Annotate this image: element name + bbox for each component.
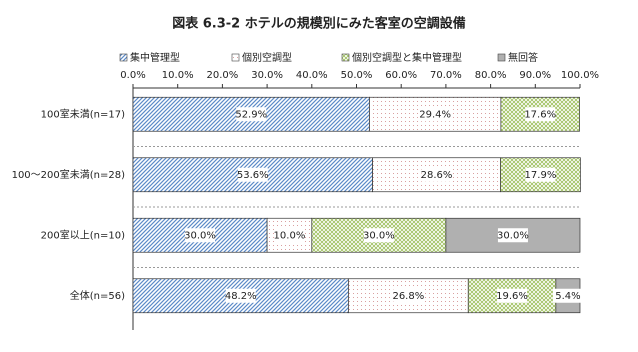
x-tick-label: 10.0% <box>162 70 194 81</box>
label-bg <box>185 228 216 243</box>
x-tick-label: 90.0% <box>519 70 551 81</box>
legend-label: 個別空調型と集中管理型 <box>352 51 462 64</box>
label-bg <box>236 107 267 122</box>
data-label: 17.6% <box>524 109 556 120</box>
chart-title: 図表 6.3-2 ホテルの規模別にみた客室の空調設備 <box>172 16 466 32</box>
data-label: 28.6% <box>421 170 453 181</box>
label-bg <box>525 107 556 122</box>
legend-swatch <box>341 53 350 62</box>
data-label: 53.6% <box>237 170 269 181</box>
x-tick-label: 0.0% <box>120 70 145 81</box>
label-bg <box>237 167 268 182</box>
data-label: 29.4% <box>419 109 451 120</box>
data-label: 10.0% <box>274 230 306 241</box>
legend-label: 集中管理型 <box>130 51 180 64</box>
label-bg <box>497 228 528 243</box>
y-tick-label: 100室未満(n=17) <box>41 107 125 120</box>
data-label: 26.8% <box>392 291 424 302</box>
data-label: 30.0% <box>363 230 395 241</box>
label-bg <box>420 107 451 122</box>
x-tick-label: 80.0% <box>475 70 507 81</box>
label-bg <box>421 167 452 182</box>
legend-label: 無回答 <box>508 51 538 64</box>
label-bg <box>363 228 394 243</box>
legend-swatch <box>231 53 240 62</box>
data-label: 5.4% <box>555 291 580 302</box>
x-tick-label: 20.0% <box>207 70 239 81</box>
data-label: 30.0% <box>184 230 216 241</box>
x-tick-label: 70.0% <box>430 70 462 81</box>
data-label: 19.6% <box>496 291 528 302</box>
x-tick-label: 40.0% <box>296 70 328 81</box>
x-tick-label: 50.0% <box>341 70 373 81</box>
y-tick-label: 100～200室未満(n=28) <box>12 168 126 181</box>
label-bg <box>274 228 305 243</box>
y-tick-label: 全体(n=56) <box>70 289 125 302</box>
label-bg <box>225 288 256 303</box>
x-tick-label: 100.0% <box>561 70 599 81</box>
label-bg <box>525 167 556 182</box>
label-bg <box>552 288 583 303</box>
legend-swatch <box>119 53 128 62</box>
legend-label: 個別空調型 <box>242 51 292 64</box>
y-tick-label: 200室以上(n=10) <box>41 228 125 241</box>
data-label: 30.0% <box>497 230 529 241</box>
x-tick-label: 60.0% <box>385 70 417 81</box>
x-tick-label: 30.0% <box>251 70 283 81</box>
data-label: 48.2% <box>225 291 257 302</box>
legend-swatch <box>497 53 506 62</box>
data-label: 17.9% <box>525 170 557 181</box>
data-label: 52.9% <box>235 109 267 120</box>
label-bg <box>393 288 424 303</box>
label-bg <box>497 288 528 303</box>
